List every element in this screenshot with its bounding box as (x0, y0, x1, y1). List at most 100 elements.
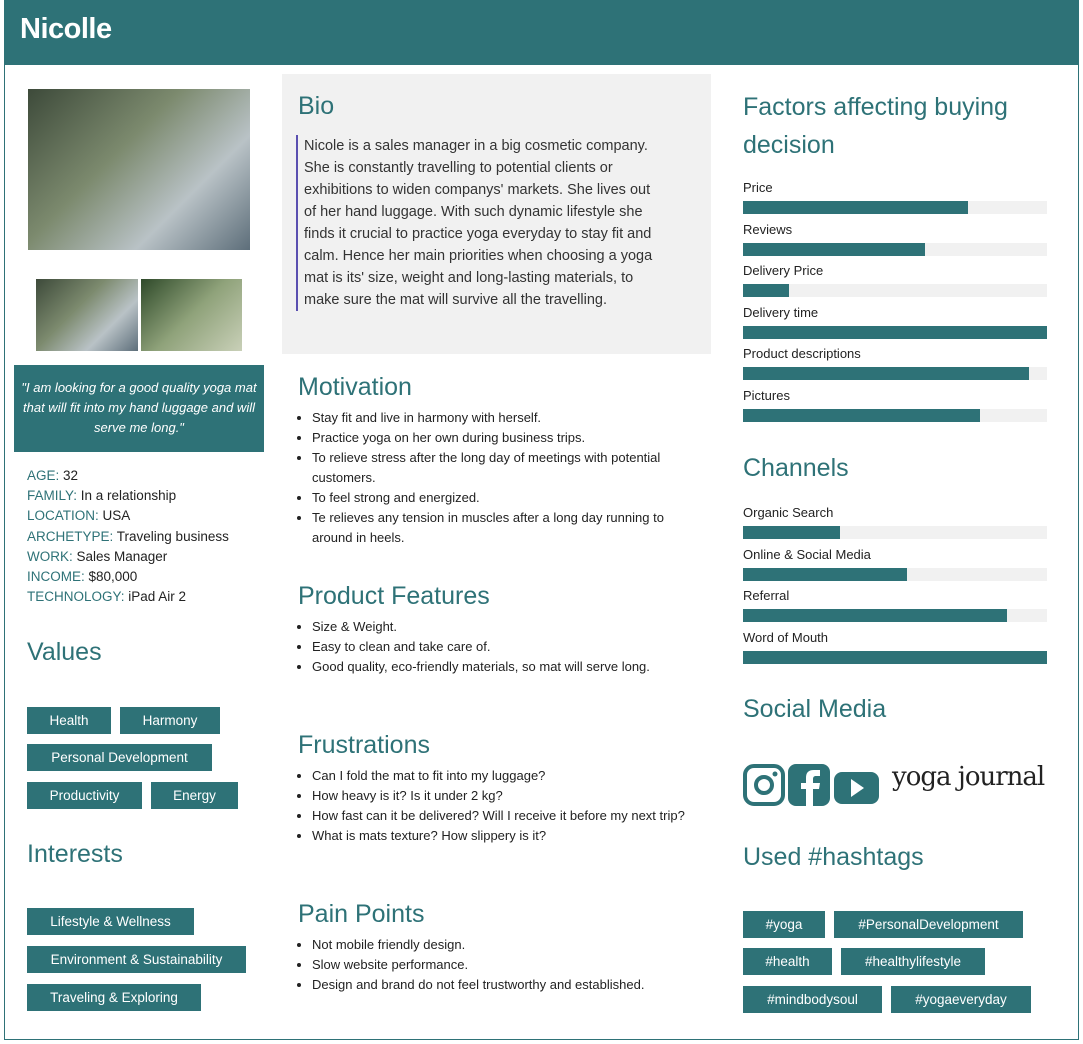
bar-fill (743, 409, 981, 422)
bar-track (743, 609, 1047, 623)
hashtag: #healthylifestyle (841, 948, 985, 975)
list-item: To feel strong and energized. (312, 488, 697, 508)
persona-name: Nicolle (20, 13, 112, 45)
bar-fill (743, 567, 908, 581)
bar-fill (743, 367, 1029, 381)
info-row: INCOME: $80,000 (27, 567, 229, 587)
info-value: Traveling business (113, 528, 229, 544)
hashtag: #yoga (743, 911, 825, 938)
bar-fill (743, 201, 968, 214)
channels-title: Channels (743, 454, 849, 482)
bar-label: Delivery Price (743, 263, 824, 279)
values-title: Values (27, 638, 102, 666)
pain-points-title: Pain Points (298, 900, 425, 928)
bar-track (743, 284, 1047, 298)
info-value: iPad Air 2 (124, 589, 187, 605)
hashtag: #yogaeveryday (891, 986, 1031, 1013)
interest-tag: Environment & Sustainability (27, 946, 246, 973)
main-photo (28, 89, 250, 250)
photo-thumb-1 (36, 279, 138, 351)
bar-fill (743, 650, 1047, 664)
pain-points-list: Not mobile friendly design.Slow website … (312, 935, 697, 995)
info-key: AGE: (27, 468, 60, 483)
features-title: Product Features (298, 582, 490, 610)
info-row: FAMILY: In a relationship (27, 486, 229, 506)
photo-thumb-2 (141, 279, 242, 351)
social-title: Social Media (743, 695, 887, 723)
instagram-icon[interactable] (743, 764, 785, 806)
interests-title: Interests (27, 840, 123, 868)
info-value: Sales Manager (72, 548, 168, 564)
info-key: LOCATION: (27, 508, 99, 524)
bar-fill (743, 284, 789, 298)
list-item: Good quality, eco-friendly materials, so… (312, 657, 697, 677)
info-row: WORK: Sales Manager (27, 547, 229, 567)
list-item: Can I fold the mat to fit into my luggag… (312, 766, 697, 786)
info-key: INCOME: (27, 569, 85, 585)
bar-fill (743, 325, 1047, 339)
bar-fill (743, 609, 1008, 623)
info-value: 32 (59, 468, 79, 483)
list-item: Design and brand do not feel trustworthy… (312, 975, 697, 995)
bar-label: Online & Social Media (743, 546, 871, 562)
bio-panel: Bio Nicole is a sales manager in a big c… (282, 74, 711, 354)
bar-track (743, 526, 1047, 539)
list-item: Easy to clean and take care of. (312, 637, 697, 657)
list-item: How heavy is it? Is it under 2 kg? (312, 786, 697, 806)
bar-label: Pictures (743, 388, 790, 403)
bar-label: Price (743, 180, 773, 195)
list-item: To relieve stress after the long day of … (312, 448, 697, 488)
social-icons (743, 764, 879, 806)
facebook-icon[interactable] (788, 764, 830, 806)
list-item: Not mobile friendly design. (312, 935, 697, 955)
list-item: What is mats texture? How slippery is it… (312, 826, 697, 846)
interest-tag: Lifestyle & Wellness (27, 908, 194, 935)
list-item: Size & Weight. (312, 617, 697, 637)
bar-label: Reviews (743, 221, 793, 237)
bar-label: Product descriptions (743, 346, 861, 362)
youtube-icon[interactable] (834, 772, 879, 804)
info-key: FAMILY: (27, 488, 78, 504)
bar-track (743, 567, 1047, 581)
list-item: Stay fit and live in harmony with hersel… (312, 408, 697, 428)
info-value: In a relationship (77, 488, 177, 504)
value-tag: Harmony (120, 707, 220, 734)
features-list: Size & Weight.Easy to clean and take car… (312, 617, 697, 677)
hashtags-title: Used #hashtags (743, 843, 924, 871)
hashtag: #mindbodysoul (743, 986, 882, 1013)
bar-track (743, 409, 1047, 422)
bio-title: Bio (298, 92, 335, 120)
bar-track (743, 242, 1047, 256)
list-item: Practice yoga on her own during business… (312, 428, 697, 448)
demographics: AGE: 32 FAMILY: In a relationship LOCATION… (27, 466, 229, 607)
bar-track (743, 367, 1047, 381)
info-row: AGE: 32 (27, 466, 229, 486)
bar-label: Delivery time (743, 304, 819, 320)
value-tag: Productivity (27, 782, 142, 809)
value-tag: Personal Development (27, 744, 212, 771)
frustrations-title: Frustrations (298, 731, 430, 759)
bar-label: Referral (743, 588, 790, 604)
info-key: TECHNOLOGY: (27, 589, 125, 605)
hashtag: #health (743, 948, 832, 975)
info-value: USA (98, 508, 131, 524)
bar-fill (743, 526, 841, 539)
value-tag: Energy (151, 782, 238, 809)
bar-track (743, 650, 1047, 664)
motivation-title: Motivation (298, 373, 412, 401)
info-value: $80,000 (84, 569, 138, 585)
info-row: TECHNOLOGY: iPad Air 2 (27, 587, 229, 607)
persona-quote: "I am looking for a good quality yoga ma… (14, 365, 264, 452)
bar-label: Organic Search (743, 505, 834, 520)
header: Nicolle (4, 0, 1079, 65)
list-item: Slow website performance. (312, 955, 697, 975)
motivation-list: Stay fit and live in harmony with hersel… (312, 408, 697, 548)
info-key: ARCHETYPE: (27, 528, 114, 544)
bio-text: Nicole is a sales manager in a big cosme… (296, 135, 666, 311)
value-tag: Health (27, 707, 111, 734)
list-item: How fast can it be delivered? Will I rec… (312, 806, 697, 826)
frustrations-list: Can I fold the mat to fit into my luggag… (312, 766, 697, 846)
info-row: ARCHETYPE: Traveling business (27, 527, 229, 547)
bar-track (743, 201, 1047, 214)
bar-track (743, 325, 1047, 339)
